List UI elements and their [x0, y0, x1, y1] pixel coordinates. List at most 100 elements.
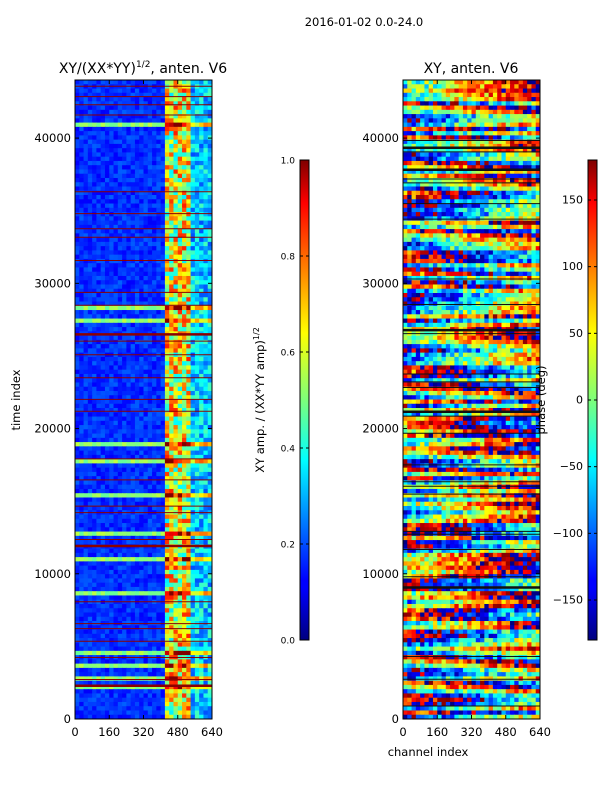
amp-heatmap-cell [134, 160, 140, 166]
amp-heatmap-cell [92, 297, 98, 303]
amp-heatmap-cell [139, 114, 145, 119]
amp-heatmap-cell [156, 531, 162, 537]
amp-heatmap-cell [117, 650, 123, 656]
amp-heatmap-cell [134, 177, 140, 183]
amp-heatmap-cell [79, 514, 85, 520]
amp-heatmap-cell [199, 250, 205, 256]
amp-heatmap-cell [143, 557, 149, 562]
amp-heatmap-cell [173, 591, 179, 597]
amp-heatmap-cell [194, 650, 200, 656]
amp-heatmap-cell [203, 369, 209, 375]
amp-heatmap-cell [113, 429, 119, 435]
amp-heatmap-cell [139, 126, 145, 132]
amp-heatmap-cell [143, 574, 149, 580]
amp-heatmap-cell [199, 689, 205, 695]
amp-heatmap-cell [143, 246, 149, 251]
amp-heatmap-cell [164, 122, 170, 128]
amp-heatmap-cell [87, 574, 93, 580]
amp-heatmap-cell [160, 126, 166, 132]
amp-heatmap-cell [147, 531, 153, 537]
amp-heatmap-cell [122, 356, 127, 362]
amp-heatmap-cell [190, 693, 196, 699]
amp-heatmap-cell [104, 582, 110, 588]
amp-heatmap-cell [164, 706, 170, 712]
phase-heatmap-cell [407, 92, 413, 98]
amp-heatmap-cell [130, 305, 136, 311]
amp-heatmap-cell [117, 327, 123, 332]
amp-heatmap-cell [203, 523, 209, 528]
amp-heatmap-cell [109, 335, 115, 341]
amp-heatmap-cell [122, 650, 127, 656]
amp-heatmap-cell [109, 586, 115, 592]
amp-heatmap-cell [117, 416, 123, 422]
amp-heatmap-cell [207, 603, 212, 609]
amp-heatmap-cell [96, 403, 102, 409]
amp-heatmap-cell [164, 667, 170, 673]
amp-heatmap-cell [96, 540, 102, 545]
amp-heatmap-cell [104, 706, 110, 712]
amp-heatmap-cell [156, 476, 162, 482]
amp-heatmap-cell [203, 672, 209, 677]
amp-heatmap-cell [96, 476, 102, 482]
amp-heatmap-cell [199, 467, 205, 473]
amp-heatmap-cell [143, 561, 149, 567]
amp-heatmap-cell [194, 672, 200, 677]
amp-heatmap-cell [199, 459, 205, 464]
amp-heatmap-cell [143, 548, 149, 554]
amp-heatmap-cell [109, 531, 115, 537]
amp-heatmap-cell [147, 484, 153, 490]
amp-heatmap-cell [152, 165, 157, 171]
amp-heatmap-cell [203, 425, 209, 430]
amp-heatmap-cell [122, 322, 127, 328]
phase-heatmap-cell [424, 92, 430, 98]
amp-heatmap-cell [199, 540, 205, 545]
amp-heatmap-cell [156, 518, 162, 524]
amp-heatmap-cell [79, 454, 85, 460]
amp-heatmap-cell [130, 552, 136, 558]
amp-heatmap-cell [143, 408, 149, 413]
amp-heatmap-cell [83, 463, 89, 469]
amp-heatmap-cell [100, 714, 106, 719]
amp-heatmap-cell [117, 412, 123, 418]
amp-heatmap-cell [164, 523, 170, 528]
amp-heatmap-cell [122, 335, 127, 341]
amp-heatmap-cell [169, 165, 175, 171]
amp-heatmap-cell [156, 629, 162, 635]
amp-heatmap-cell [109, 442, 115, 447]
amp-heatmap-cell [75, 199, 80, 205]
amp-heatmap-cell [147, 365, 153, 371]
amp-heatmap-cell [130, 565, 136, 571]
amp-heatmap-cell [134, 271, 140, 277]
amp-heatmap-cell [207, 608, 212, 614]
amp-heatmap-cell [104, 297, 110, 303]
amp-heatmap-cell [152, 356, 157, 362]
amp-heatmap-cell [139, 80, 145, 85]
amp-heatmap-cell [96, 365, 102, 371]
amp-heatmap-cell [190, 173, 196, 179]
amp-heatmap-cell [164, 190, 170, 196]
amp-heatmap-cell [83, 493, 89, 499]
amp-heatmap-cell [139, 582, 145, 588]
amp-heatmap-cell [83, 254, 89, 260]
amp-heatmap-cell [186, 246, 192, 251]
amp-heatmap-cell [182, 582, 187, 588]
amp-heatmap-cell [160, 293, 166, 298]
amp-heatmap-cell [130, 501, 136, 507]
amp-heatmap-cell [100, 574, 106, 580]
amp-heatmap-cell [143, 301, 149, 307]
amp-heatmap-cell [152, 246, 157, 251]
amp-heatmap-cell [87, 629, 93, 635]
amp-heatmap-cell [143, 293, 149, 298]
amp-heatmap-cell [79, 463, 85, 469]
amp-heatmap-cell [104, 344, 110, 349]
amp-heatmap-cell [117, 199, 123, 205]
amp-heatmap-cell [160, 216, 166, 222]
amp-heatmap-cell [113, 667, 119, 673]
amp-heatmap-cell [109, 284, 115, 290]
amp-heatmap-cell [92, 701, 98, 707]
amp-heatmap-cell [79, 186, 85, 192]
amp-heatmap-cell [113, 356, 119, 362]
amp-heatmap-cell [156, 463, 162, 469]
amp-heatmap-cell [199, 672, 205, 677]
amp-heatmap-cell [207, 322, 212, 328]
